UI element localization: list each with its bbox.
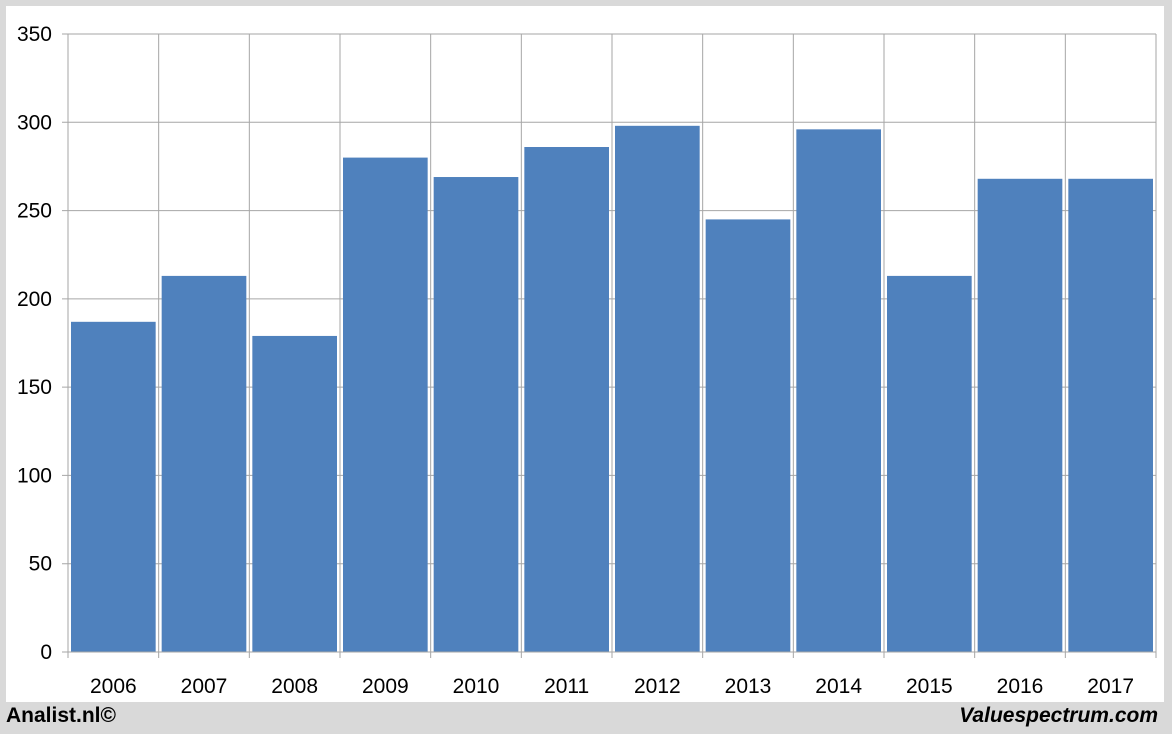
bar-2009 [343, 157, 428, 652]
bar-2011 [524, 147, 609, 652]
bar-2017 [1068, 178, 1153, 652]
bar-2007 [161, 275, 247, 652]
bar-2015 [887, 275, 972, 652]
x-tick-label: 2010 [453, 675, 500, 698]
bar-2012 [615, 125, 700, 653]
bar-chart: 0 50 100 150 200 250 300 350 2006 2007 2008 2009 201… [17, 23, 1157, 698]
watermark-label: Valuespectrum.com [959, 704, 1158, 727]
y-tick-label: 200 [17, 288, 52, 311]
bar-2006 [71, 321, 156, 652]
bar-2014 [796, 129, 881, 652]
chart-area: 0 50 100 150 200 250 300 350 2006 2007 2008 2009 201… [6, 6, 1164, 702]
x-tick-label: 2014 [815, 675, 862, 698]
x-tick-label: 2017 [1087, 675, 1134, 698]
bar-2016 [977, 178, 1063, 652]
y-tick-label: 50 [29, 553, 52, 576]
y-tick-label: 350 [17, 23, 52, 46]
y-tick-label: 100 [17, 464, 52, 487]
x-tick-label: 2012 [634, 675, 681, 698]
source-label: Analist.nl© [6, 704, 116, 727]
x-tick-label: 2008 [271, 675, 318, 698]
x-tick-label: 2013 [725, 675, 772, 698]
bar-2008 [252, 335, 337, 652]
y-tick-label: 150 [17, 376, 52, 399]
bar-2013 [705, 219, 791, 652]
bar-2010 [433, 177, 519, 652]
y-tick-label: 250 [17, 200, 52, 223]
x-tick-label: 2011 [544, 675, 589, 698]
x-tick-label: 2009 [362, 675, 409, 698]
x-tick-label: 2015 [906, 675, 953, 698]
x-tick-label: 2006 [90, 675, 137, 698]
y-tick-label: 0 [40, 641, 52, 664]
x-tick-label: 2016 [997, 675, 1044, 698]
y-tick-label: 300 [17, 111, 52, 134]
x-tick-label: 2007 [181, 675, 228, 698]
